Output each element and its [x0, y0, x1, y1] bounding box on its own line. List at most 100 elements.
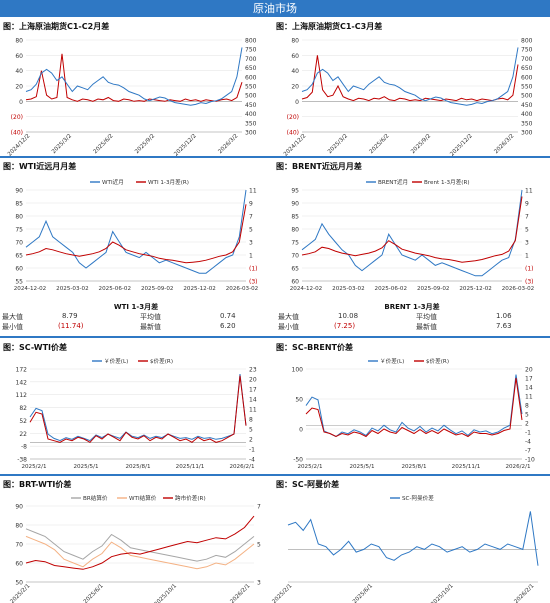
brent-latest-value: 7.63: [496, 322, 512, 330]
x-tick-label: 2025-03-02: [56, 286, 89, 292]
brent-stats-table: BRENT 1-3月差 最大值 10.08 平均值 1.06 最小值 (7.25…: [276, 302, 548, 334]
y-tick-label: (20): [287, 114, 299, 121]
x-tick-label: 2024/12/2: [7, 133, 32, 158]
legend-label: ￥价差(L): [380, 357, 404, 365]
y-tick-label: 65: [291, 266, 299, 273]
y-tick-label: 70: [15, 542, 23, 549]
y-right-tick-label: 550: [521, 84, 533, 91]
series-line: [305, 377, 523, 438]
y-tick-label: 70: [291, 253, 299, 260]
x-tick-label: 2026-03-02: [502, 286, 535, 292]
y-right-tick-label: 450: [245, 102, 257, 109]
series-line: [25, 535, 255, 570]
series-line: [301, 196, 523, 263]
wti-max-value: 8.79: [62, 312, 78, 320]
legend-label: WTI 1-3月差(R): [148, 178, 189, 186]
y-right-tick-label: 650: [245, 65, 257, 72]
x-tick-label: 2026/2/1: [505, 464, 531, 470]
panel-title-c7: 图：BRT-WTI价差: [3, 480, 72, 489]
y-right-tick-label: 3: [249, 240, 253, 247]
x-tick-label: 2025/6/2: [93, 133, 115, 155]
y-tick-label: 95: [291, 188, 299, 195]
y-right-tick-label: 700: [245, 56, 257, 63]
y-right-tick-label: 450: [521, 102, 533, 109]
y-right-tick-label: 3: [257, 580, 261, 587]
brent-avg-label: 平均值: [416, 313, 437, 321]
y-right-tick-label: 2: [249, 437, 253, 444]
x-tick-label: 2025/3/2: [51, 133, 73, 155]
x-tick-label: 2026/2/1: [229, 464, 255, 470]
wti-avg-label: 平均值: [140, 313, 161, 321]
y-right-tick-label: 400: [521, 111, 533, 118]
y-right-tick-label: 5: [525, 412, 529, 419]
y-right-tick-label: 11: [525, 394, 533, 401]
y-right-tick-label: 11: [249, 188, 257, 195]
y-right-tick-label: 300: [245, 130, 257, 137]
legend-label: Brent 1-3月差(R): [424, 178, 470, 186]
y-right-tick-label: 600: [245, 74, 257, 81]
wti-avg-value: 0.74: [220, 312, 236, 320]
y-right-tick-label: 17: [249, 387, 257, 394]
y-right-tick-label: 800: [521, 38, 533, 45]
y-tick-label: 80: [15, 214, 23, 221]
section-divider: [0, 156, 550, 158]
y-right-tick-label: -1: [525, 430, 531, 437]
y-right-tick-label: -7: [525, 448, 531, 455]
y-right-tick-label: 350: [521, 120, 533, 127]
y-right-tick-label: 7: [249, 214, 253, 221]
y-right-tick-label: 650: [521, 65, 533, 72]
chart-sc-c1-c3-spread: 80 60 40 20 0 (20) (40) 800 750 700 650 600 550 500 45…: [283, 38, 533, 158]
x-tick-label: 2025/9/2: [410, 133, 432, 155]
y-tick-label: -50: [293, 457, 303, 464]
brent-min-value: (7.25): [334, 322, 356, 330]
x-tick-label: 2025/9/2: [134, 133, 156, 155]
x-tick-label: 2025/6/2: [369, 133, 391, 155]
x-tick-label: 2026/3/2: [493, 133, 515, 155]
x-tick-label: 2025-03-02: [332, 286, 365, 292]
y-tick-label: 50: [295, 397, 303, 404]
x-tick-label: 2025-09-02: [417, 286, 450, 292]
y-tick-label: (40): [11, 130, 23, 137]
y-right-tick-label: 20: [249, 377, 257, 384]
y-tick-label: 20: [15, 84, 23, 91]
y-right-tick-label: -4: [249, 457, 255, 464]
legend-label: BRENT近月: [378, 178, 408, 186]
y-tick-label: 22: [19, 431, 27, 438]
series-line: [25, 515, 255, 570]
series-line: [25, 528, 255, 562]
page-header: 原油市场: [0, 0, 550, 17]
y-right-tick-label: 800: [245, 38, 257, 45]
y-tick-label: 80: [15, 38, 23, 45]
brent-latest-label: 最新值: [416, 323, 437, 331]
y-right-tick-label: (1): [525, 266, 534, 273]
brent-min-label: 最小值: [278, 323, 299, 331]
y-right-tick-label: 500: [245, 93, 257, 100]
y-tick-label: 75: [291, 240, 299, 247]
chart-sc-c1-c2-spread: 80 60 40 20 0 (20) (40) 800 750 700 650 600 550 500 45…: [7, 38, 257, 158]
x-tick-label: 2025/10/1: [154, 583, 179, 603]
y-right-tick-label: 9: [249, 201, 253, 208]
y-tick-label: 65: [15, 253, 23, 260]
y-tick-label: 60: [15, 53, 23, 60]
y-tick-label: 40: [15, 68, 23, 75]
x-tick-label: 2025/11/1: [452, 464, 481, 470]
y-tick-label: 90: [291, 201, 299, 208]
y-right-tick-label: 5: [525, 227, 529, 234]
x-tick-label: 2025/12/2: [449, 133, 474, 158]
x-tick-label: 2024-12-02: [14, 286, 47, 292]
y-right-tick-label: -4: [525, 439, 531, 446]
x-tick-label: 2025/2/1: [297, 464, 323, 470]
y-right-tick-label: 11: [249, 407, 257, 414]
y-right-tick-label: 3: [525, 240, 529, 247]
panel-title-c8: 图：SC-阿曼价差: [276, 480, 340, 489]
panel-title-c6: 图：SC-BRENT价差: [276, 343, 354, 352]
series-line: [287, 511, 539, 566]
y-right-tick-label: 300: [521, 130, 533, 137]
y-right-tick-label: 17: [525, 376, 533, 383]
y-tick-label: 82: [19, 405, 27, 412]
x-tick-label: 2026/2/1: [513, 583, 535, 603]
y-tick-label: -8: [21, 444, 27, 451]
y-right-tick-label: 7: [525, 214, 529, 221]
